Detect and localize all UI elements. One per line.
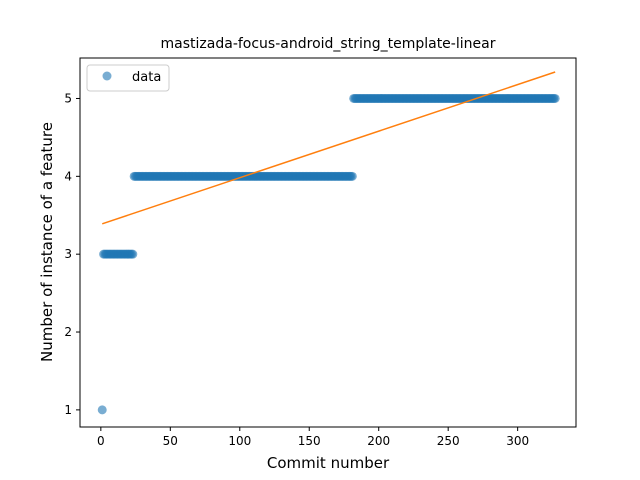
chart-title: mastizada-focus-android_string_template-… [161,36,496,52]
legend-marker [102,71,112,81]
x-tick-label: 0 [97,434,105,448]
y-axis-label: Number of instance of a feature [38,122,56,362]
y-tick-label: 5 [64,91,72,105]
data-point [97,405,107,415]
plot-area [97,71,560,415]
x-tick-label: 50 [163,434,178,448]
data-point [347,171,357,181]
data-point [128,249,138,259]
y-tick-label: 2 [64,325,72,339]
fit-line [101,71,556,225]
x-tick-label: 200 [367,434,390,448]
y-tick-label: 1 [64,403,72,417]
y-tick-label: 3 [64,247,72,261]
legend: data [86,64,170,92]
y-axis: 1 2 3 4 5 [64,91,80,417]
x-axis-label: Commit number [267,454,390,472]
data-point [550,93,560,103]
legend-box [86,64,170,92]
x-tick-label: 300 [506,434,529,448]
x-tick-label: 150 [298,434,321,448]
x-axis: 0 50 100 150 200 250 300 [97,427,529,448]
x-tick-label: 100 [228,434,251,448]
y-tick-label: 4 [64,169,72,183]
axes-frame [79,57,577,428]
x-tick-label: 250 [437,434,460,448]
legend-label: data [132,70,161,85]
